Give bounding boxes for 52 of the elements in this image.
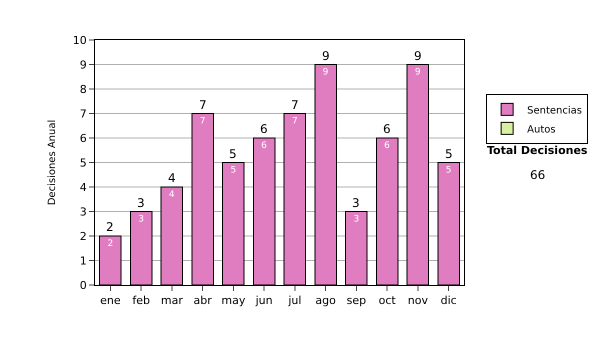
data-label: 6 — [261, 141, 268, 151]
total-label: 9 — [414, 49, 422, 63]
total-label: 6 — [260, 122, 268, 136]
y-tick-label: 9 — [80, 58, 87, 72]
x-tick-label: sep — [346, 294, 366, 308]
legend-label: Sentencias — [527, 105, 582, 116]
data-label: 5 — [446, 166, 452, 176]
data-label: 9 — [322, 68, 329, 78]
total-label: 2 — [106, 220, 114, 234]
x-tick-label: feb — [132, 294, 150, 308]
y-axis-title: Decisiones Anual — [46, 120, 58, 206]
data-label: 5 — [230, 166, 236, 176]
data-label: 9 — [414, 68, 421, 78]
x-tick-label: oct — [378, 294, 396, 308]
total-label: 9 — [322, 49, 330, 63]
y-tick-label: 8 — [80, 82, 87, 96]
data-label: 6 — [384, 141, 390, 151]
total-label: 3 — [137, 196, 145, 210]
text: 66 — [530, 168, 546, 182]
x-tick-label: dic — [440, 294, 457, 308]
total-label: 7 — [199, 98, 207, 112]
total-label: 3 — [352, 196, 360, 210]
x-tick-label: jun — [254, 294, 273, 308]
total-label: 7 — [291, 98, 299, 112]
x-tick-label: mar — [160, 294, 184, 308]
y-tick-label: 1 — [80, 254, 87, 268]
data-label: 7 — [200, 116, 206, 126]
legend-label: Autos — [527, 124, 556, 136]
x-tick-label: may — [221, 294, 246, 308]
x-tick-label: ago — [315, 294, 336, 308]
y-tick-label: 7 — [80, 107, 87, 120]
data-label: 3 — [138, 214, 144, 224]
data-label: 2 — [108, 239, 114, 249]
x-tick-label: nov — [408, 294, 428, 308]
text: Total Decisiones — [487, 144, 588, 157]
y-tick-label: 4 — [80, 180, 87, 194]
y-tick-label: 5 — [80, 156, 87, 170]
data-label: 7 — [292, 116, 298, 126]
x-tick-label: ene — [100, 294, 121, 308]
total-label: 4 — [168, 171, 176, 185]
data-label: 4 — [168, 190, 175, 200]
y-tick-label: 6 — [80, 132, 87, 145]
total-label: 6 — [383, 122, 391, 136]
total-label: 5 — [445, 147, 453, 161]
x-tick-label: abr — [194, 294, 212, 308]
y-tick-label: 0 — [80, 278, 87, 292]
total-label: 5 — [229, 147, 237, 161]
y-tick-label: 2 — [80, 230, 87, 243]
y-tick-label: 10 — [72, 34, 87, 47]
data-label: 3 — [354, 214, 360, 224]
y-tick-label: 3 — [80, 205, 87, 218]
x-tick-label: jul — [287, 294, 302, 308]
